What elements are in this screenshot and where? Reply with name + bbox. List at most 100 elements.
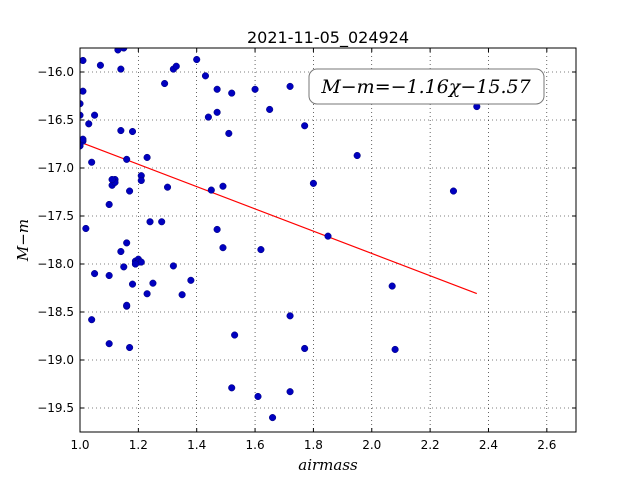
data-point bbox=[80, 111, 84, 119]
x-axis-label: airmass bbox=[298, 456, 358, 474]
y-tick-label: −17.5 bbox=[37, 209, 74, 223]
data-point bbox=[80, 87, 87, 95]
data-point bbox=[96, 61, 104, 69]
x-tick-label: 1.0 bbox=[70, 438, 89, 452]
data-point bbox=[388, 282, 396, 290]
data-point bbox=[117, 65, 125, 73]
data-point bbox=[91, 270, 99, 278]
data-point bbox=[80, 135, 87, 143]
data-point bbox=[228, 384, 236, 392]
grid bbox=[79, 48, 576, 432]
data-point bbox=[128, 280, 137, 288]
data-point bbox=[163, 183, 172, 191]
data-point bbox=[178, 291, 186, 299]
data-point bbox=[105, 200, 113, 209]
data-point bbox=[149, 279, 157, 287]
data-point bbox=[219, 182, 227, 190]
data-point bbox=[254, 392, 262, 401]
data-point bbox=[204, 113, 212, 121]
data-point bbox=[213, 108, 221, 116]
x-tick-label: 2.4 bbox=[479, 438, 498, 452]
x-tick-label: 1.8 bbox=[304, 438, 323, 452]
y-tick-label: −19.0 bbox=[37, 353, 74, 367]
data-point bbox=[201, 72, 210, 80]
data-point bbox=[146, 218, 154, 226]
annotation-box bbox=[308, 68, 545, 105]
data-point bbox=[257, 246, 265, 254]
data-point bbox=[207, 186, 215, 194]
data-point bbox=[143, 153, 151, 161]
data-point bbox=[158, 218, 166, 226]
data-point bbox=[117, 247, 125, 256]
data-point bbox=[251, 85, 259, 93]
data-point bbox=[123, 155, 131, 163]
fit-line-group bbox=[79, 141, 478, 295]
data-point bbox=[80, 142, 84, 150]
data-point bbox=[172, 62, 180, 70]
data-points bbox=[80, 48, 481, 422]
data-point bbox=[137, 176, 145, 185]
data-point bbox=[126, 343, 134, 352]
data-point bbox=[353, 151, 361, 160]
y-tick-label: −16.0 bbox=[37, 65, 74, 79]
data-point bbox=[108, 175, 116, 184]
data-point bbox=[161, 79, 169, 88]
data-point bbox=[324, 232, 332, 240]
data-point bbox=[105, 340, 113, 348]
data-point bbox=[213, 225, 221, 233]
y-tick-label: −18.5 bbox=[37, 305, 74, 319]
plot-frame bbox=[79, 47, 577, 433]
x-tick-label: 1.6 bbox=[246, 438, 265, 452]
data-point bbox=[286, 312, 294, 320]
data-point bbox=[231, 331, 239, 339]
y-tick-label: −18.0 bbox=[37, 257, 74, 271]
data-point bbox=[225, 129, 233, 137]
data-point bbox=[128, 127, 137, 136]
x-tick-label: 1.2 bbox=[129, 438, 148, 452]
axis-ticks: 1.0 1.2 1.4 1.6 1.8 2.0 2.2 2.4 2.6 −16.0 −16.5 −17… bbox=[37, 48, 576, 452]
data-point bbox=[88, 316, 96, 324]
data-point bbox=[126, 187, 134, 195]
y-tick-label: −19.5 bbox=[37, 401, 74, 415]
data-point bbox=[114, 48, 122, 54]
annotation-text: M−m=−1.16χ−15.57 bbox=[320, 76, 531, 98]
data-point bbox=[187, 276, 195, 284]
data-point bbox=[266, 105, 274, 113]
data-point bbox=[117, 127, 125, 135]
data-point bbox=[123, 301, 131, 309]
x-tick-label: 2.0 bbox=[362, 438, 381, 452]
data-point bbox=[105, 271, 113, 280]
x-tick-label: 2.2 bbox=[421, 438, 440, 452]
data-point bbox=[131, 260, 139, 268]
data-point bbox=[82, 224, 90, 233]
data-point bbox=[301, 344, 309, 353]
data-point bbox=[85, 120, 93, 128]
data-point bbox=[286, 82, 294, 90]
x-tick-label: 2.6 bbox=[537, 438, 556, 452]
y-tick-label: −16.5 bbox=[37, 113, 74, 127]
y-tick-label: −17.0 bbox=[37, 161, 74, 175]
data-point bbox=[269, 414, 277, 422]
data-point bbox=[123, 239, 131, 247]
data-point bbox=[169, 262, 177, 270]
data-point bbox=[449, 187, 458, 195]
data-point bbox=[286, 388, 294, 396]
data-point bbox=[143, 290, 151, 298]
data-point bbox=[219, 244, 227, 252]
fit-line bbox=[79, 141, 478, 295]
chart-title: 2021-11-05_024924 bbox=[247, 28, 409, 48]
data-point bbox=[80, 56, 87, 65]
data-point bbox=[88, 158, 96, 166]
data-point bbox=[193, 55, 201, 64]
data-point bbox=[91, 111, 99, 119]
data-point bbox=[391, 345, 399, 353]
equation-annotation: M−m=−1.16χ−15.57 bbox=[308, 68, 545, 105]
x-tick-label: 1.4 bbox=[187, 438, 206, 452]
data-point bbox=[80, 100, 84, 108]
data-point bbox=[213, 85, 221, 93]
data-point bbox=[228, 89, 236, 97]
y-axis-label: M−m bbox=[14, 219, 32, 262]
data-point bbox=[301, 122, 309, 130]
data-point bbox=[309, 179, 317, 187]
